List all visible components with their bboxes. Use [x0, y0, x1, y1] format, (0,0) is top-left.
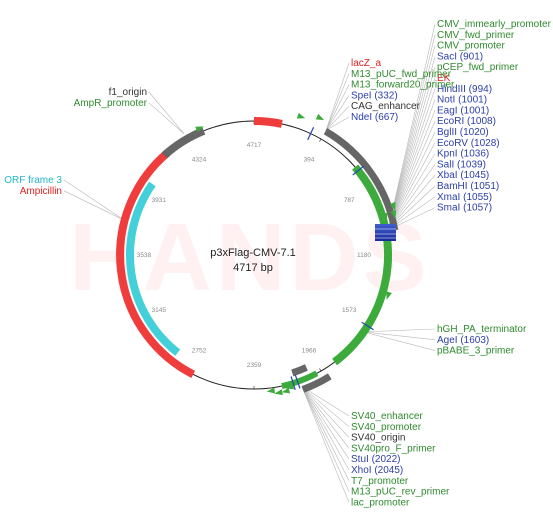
feature-label[interactable]: M13_forward20_primer	[351, 80, 455, 91]
feature-label[interactable]: CMV_promoter	[437, 41, 505, 52]
feature-label[interactable]: AmpR_promoter	[74, 98, 148, 109]
tick-labels: 394 787 1180 1573 1966 2359 2752 3145 3538 3931 43…	[137, 142, 372, 369]
sv40-origin-feature[interactable]	[301, 373, 332, 393]
feature-label[interactable]: BamHI (1051)	[437, 181, 499, 192]
primer-arrow-icon[interactable]	[381, 212, 390, 222]
feature-label[interactable]: SacI (901)	[437, 51, 483, 62]
restriction-site-marker[interactable]	[352, 165, 364, 176]
f1-origin-feature[interactable]	[161, 127, 206, 159]
tick-label: 1180	[357, 252, 371, 259]
feature-label[interactable]: SV40_origin	[351, 433, 405, 444]
ampicillin-feature[interactable]	[116, 149, 196, 378]
tick-label: 3931	[152, 197, 167, 204]
primer-arrow-icon[interactable]	[266, 387, 276, 395]
primer-arrow-icon[interactable]	[384, 291, 392, 300]
tick-label: 1573	[342, 307, 357, 314]
tick-label: 2752	[192, 347, 207, 354]
cmv-promoter-feature[interactable]	[352, 164, 392, 279]
feature-label[interactable]: hGH_PA_terminator	[437, 324, 527, 335]
restriction-site-marker[interactable]	[361, 321, 374, 331]
plasmid-length: 4717 bp	[233, 262, 273, 274]
feature-label[interactable]: EcoRI (1008)	[437, 116, 496, 127]
tick-label: 3145	[152, 307, 167, 314]
feature-label[interactable]: BglII (1020)	[437, 127, 489, 138]
primer-arrow-icon[interactable]	[274, 389, 283, 396]
feature-label[interactable]: SpeI (332)	[351, 90, 398, 101]
restriction-site-marker[interactable]	[290, 376, 296, 391]
feature-label[interactable]: KpnI (1036)	[437, 149, 489, 160]
tick-label: 2359	[247, 362, 262, 369]
plasmid-name: p3xFlag-CMV-7.1	[210, 247, 296, 259]
feature-label[interactable]: T7_promoter	[351, 476, 409, 487]
sv40-promoter-feature[interactable]	[281, 370, 319, 390]
feature-label[interactable]: NotI (1001)	[437, 95, 487, 106]
tick-label: 4324	[192, 157, 207, 164]
feature-label[interactable]: CAG_enhancer	[351, 101, 421, 112]
feature-label[interactable]: XhoI (2045)	[351, 465, 403, 476]
tick-label: 3538	[137, 252, 152, 259]
tick-mark	[319, 368, 322, 372]
feature-label[interactable]: EK	[437, 73, 451, 84]
tick-label: 787	[344, 197, 355, 204]
tick-mark	[319, 138, 322, 142]
feature-label[interactable]: NdeI (667)	[351, 112, 398, 123]
feature-label[interactable]: pCEP_fwd_primer	[437, 62, 519, 73]
leader-lines	[63, 23, 436, 503]
feature-label[interactable]: pBABE_3_primer	[437, 346, 515, 357]
cag-enhancer-feature[interactable]	[323, 128, 399, 231]
tick-label: 4717	[247, 142, 262, 149]
feature-label[interactable]: SmaI (1057)	[437, 203, 492, 214]
restriction-sites	[290, 126, 374, 391]
feature-label[interactable]: M13_pUC_fwd_primer	[351, 69, 452, 80]
primer-arrow-icon[interactable]	[195, 124, 205, 133]
feature-label[interactable]: HindIII (994)	[437, 84, 492, 95]
feature-label[interactable]: lac_promoter	[351, 497, 410, 508]
primer-arrow-icon[interactable]	[390, 210, 398, 219]
feature-label[interactable]: CMV_immearly_promoter	[437, 19, 552, 30]
feature-label[interactable]: Ampicillin	[20, 186, 62, 197]
primer-arrow-icon[interactable]	[296, 112, 307, 121]
mcs-cluster[interactable]	[375, 224, 396, 241]
feature-label[interactable]: SV40pro_F_primer	[351, 443, 436, 454]
feature-label[interactable]: EagI (1001)	[437, 105, 489, 116]
features	[116, 112, 399, 396]
primer-arrow-icon[interactable]	[315, 113, 326, 123]
feature-label[interactable]: XbaI (1045)	[437, 170, 489, 181]
feature-label[interactable]: EcoRV (1028)	[437, 138, 500, 149]
orf-frame-3-feature[interactable]	[126, 181, 181, 356]
tick-label: 1966	[302, 347, 317, 354]
feature-label[interactable]: SV40_promoter	[351, 422, 422, 433]
restriction-site-marker[interactable]	[307, 126, 315, 141]
feature-label[interactable]: ORF frame 3	[4, 175, 62, 186]
feature-label[interactable]: f1_origin	[109, 87, 147, 98]
f1-segment-feature[interactable]	[291, 364, 308, 377]
feature-label[interactable]: SalI (1039)	[437, 159, 486, 170]
feature-label[interactable]: StuI (2022)	[351, 454, 400, 465]
feature-label[interactable]: M13_pUC_rev_primer	[351, 487, 450, 498]
lacz-alpha-feature[interactable]	[253, 116, 283, 128]
insert-region-feature[interactable]	[332, 277, 390, 366]
primer-arrow-icon[interactable]	[281, 387, 291, 396]
feature-label[interactable]: AgeI (1603)	[437, 335, 489, 346]
tick-label: 394	[304, 157, 315, 164]
primer-arrow-icon[interactable]	[389, 202, 398, 212]
feature-label[interactable]: CMV_fwd_primer	[437, 30, 515, 41]
primer-arrow-icon[interactable]	[285, 383, 295, 391]
feature-label[interactable]: XmaI (1055)	[437, 192, 492, 203]
feature-label[interactable]: SV40_enhancer	[351, 411, 423, 422]
restriction-site-marker[interactable]	[294, 374, 301, 389]
feature-label[interactable]: lacZ_a	[351, 58, 381, 69]
feature-labels: CMV_immearly_promoterCMV_fwd_primerCMV_p…	[4, 19, 551, 508]
